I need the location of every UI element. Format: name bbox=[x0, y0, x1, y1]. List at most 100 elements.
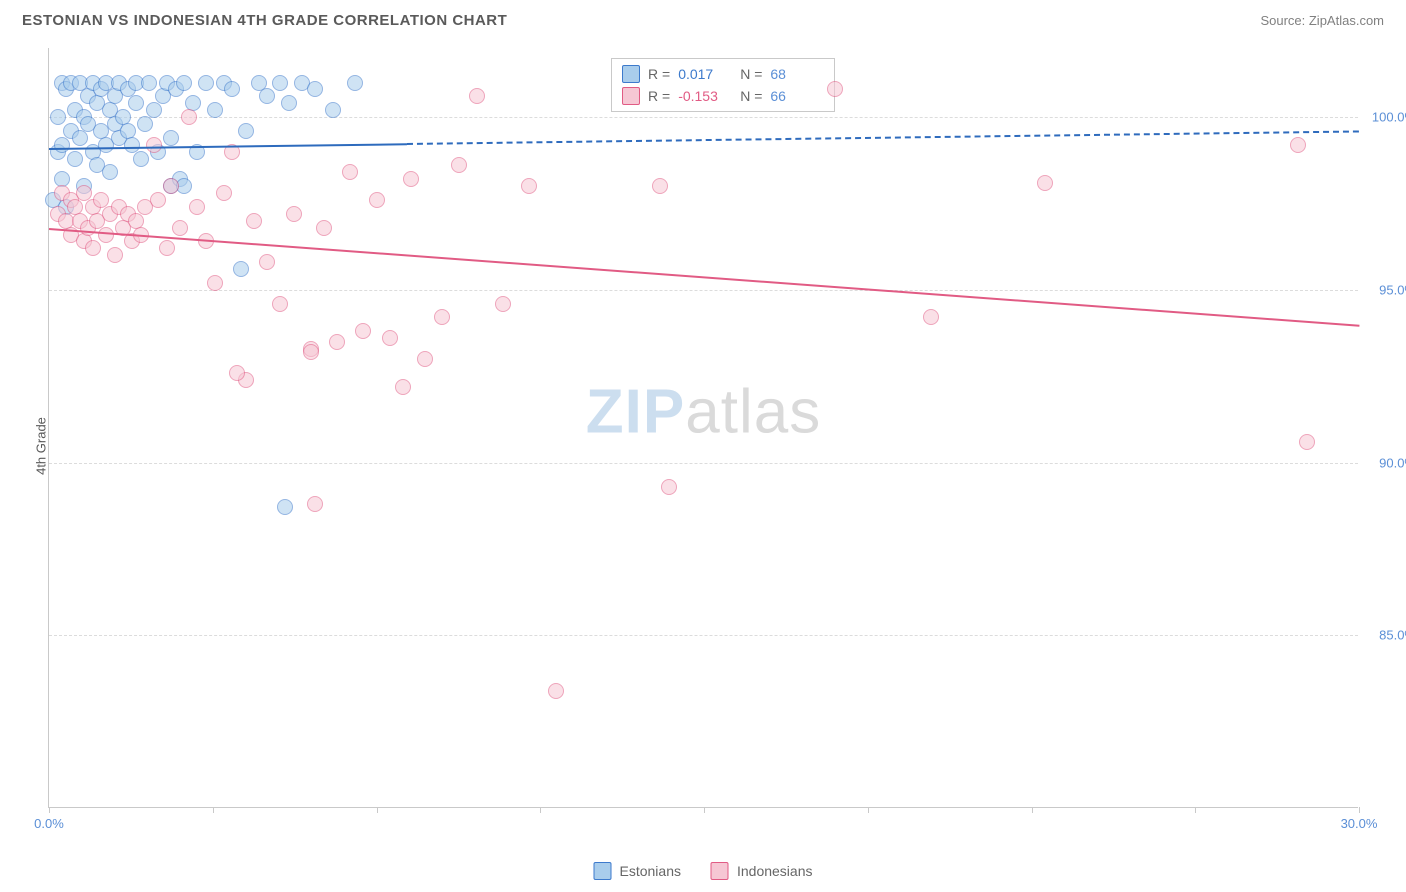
x-tick-mark bbox=[1195, 807, 1196, 813]
legend-item: Indonesians bbox=[711, 862, 813, 880]
x-tick-mark bbox=[1359, 807, 1360, 813]
legend-swatch bbox=[711, 862, 729, 880]
trend-line bbox=[49, 228, 1359, 327]
legend-swatch bbox=[594, 862, 612, 880]
data-point bbox=[207, 102, 223, 118]
data-point bbox=[159, 240, 175, 256]
x-tick-label: 30.0% bbox=[1341, 816, 1378, 831]
stats-row: R =-0.153N =66 bbox=[612, 85, 834, 107]
data-point bbox=[469, 88, 485, 104]
r-label: R = bbox=[648, 88, 670, 104]
r-value: 0.017 bbox=[678, 66, 732, 82]
data-point bbox=[355, 323, 371, 339]
data-point bbox=[307, 496, 323, 512]
data-point bbox=[198, 75, 214, 91]
data-point bbox=[286, 206, 302, 222]
data-point bbox=[382, 330, 398, 346]
legend-swatch bbox=[622, 87, 640, 105]
data-point bbox=[495, 296, 511, 312]
data-point bbox=[325, 102, 341, 118]
data-point bbox=[661, 479, 677, 495]
stats-row: R = 0.017 N = 68 bbox=[612, 63, 834, 85]
y-tick-label: 90.0% bbox=[1366, 455, 1406, 470]
data-point bbox=[316, 220, 332, 236]
r-value: -0.153 bbox=[678, 88, 732, 104]
data-point bbox=[137, 116, 153, 132]
r-label: R = bbox=[648, 66, 670, 82]
x-tick-mark bbox=[49, 807, 50, 813]
y-axis-label: 4th Grade bbox=[33, 417, 48, 475]
series-legend: Estonians Indonesians bbox=[594, 862, 813, 880]
chart-header: ESTONIAN VS INDONESIAN 4TH GRADE CORRELA… bbox=[22, 12, 1384, 29]
data-point bbox=[141, 75, 157, 91]
data-point bbox=[1290, 137, 1306, 153]
data-point bbox=[128, 95, 144, 111]
data-point bbox=[181, 109, 197, 125]
gridline bbox=[49, 463, 1358, 464]
y-tick-label: 95.0% bbox=[1366, 282, 1406, 297]
data-point bbox=[307, 81, 323, 97]
data-point bbox=[259, 88, 275, 104]
data-point bbox=[50, 109, 66, 125]
data-point bbox=[369, 192, 385, 208]
gridline bbox=[49, 635, 1358, 636]
correlation-stats-box: R =0.017N =68R =-0.153N =66 bbox=[611, 58, 835, 112]
x-tick-mark bbox=[540, 807, 541, 813]
data-point bbox=[107, 247, 123, 263]
data-point bbox=[827, 81, 843, 97]
plot-container: ZIPatlas R =0.017N =68R =-0.153N =66 85.… bbox=[48, 48, 1358, 808]
data-point bbox=[246, 213, 262, 229]
data-point bbox=[216, 185, 232, 201]
legend-label: Estonians bbox=[620, 863, 681, 879]
data-point bbox=[259, 254, 275, 270]
data-point bbox=[272, 75, 288, 91]
data-point bbox=[652, 178, 668, 194]
data-point bbox=[172, 220, 188, 236]
data-point bbox=[54, 137, 70, 153]
data-point bbox=[229, 365, 245, 381]
x-tick-mark bbox=[377, 807, 378, 813]
data-point bbox=[434, 309, 450, 325]
data-point bbox=[272, 296, 288, 312]
data-point bbox=[1299, 434, 1315, 450]
n-label: N = bbox=[740, 66, 762, 82]
legend-label: Indonesians bbox=[737, 863, 813, 879]
data-point bbox=[281, 95, 297, 111]
chart-source: Source: ZipAtlas.com bbox=[1260, 13, 1384, 28]
n-value: 68 bbox=[770, 66, 824, 82]
watermark: ZIPatlas bbox=[586, 377, 821, 448]
data-point bbox=[521, 178, 537, 194]
gridline bbox=[49, 117, 1358, 118]
trend-line bbox=[407, 131, 1359, 146]
data-point bbox=[176, 75, 192, 91]
data-point bbox=[238, 123, 254, 139]
data-point bbox=[342, 164, 358, 180]
data-point bbox=[146, 102, 162, 118]
x-tick-mark bbox=[213, 807, 214, 813]
data-point bbox=[347, 75, 363, 91]
x-tick-label: 0.0% bbox=[34, 816, 64, 831]
data-point bbox=[403, 171, 419, 187]
data-point bbox=[102, 164, 118, 180]
data-point bbox=[329, 334, 345, 350]
data-point bbox=[67, 151, 83, 167]
data-point bbox=[224, 81, 240, 97]
data-point bbox=[451, 157, 467, 173]
data-point bbox=[417, 351, 433, 367]
data-point bbox=[277, 499, 293, 515]
data-point bbox=[150, 192, 166, 208]
gridline bbox=[49, 290, 1358, 291]
n-value: 66 bbox=[770, 88, 824, 104]
x-tick-mark bbox=[1032, 807, 1033, 813]
data-point bbox=[189, 199, 205, 215]
y-tick-label: 100.0% bbox=[1366, 110, 1406, 125]
legend-swatch bbox=[622, 65, 640, 83]
data-point bbox=[72, 130, 88, 146]
data-point bbox=[207, 275, 223, 291]
data-point bbox=[163, 130, 179, 146]
legend-item: Estonians bbox=[594, 862, 681, 880]
data-point bbox=[303, 344, 319, 360]
y-tick-label: 85.0% bbox=[1366, 628, 1406, 643]
x-tick-mark bbox=[868, 807, 869, 813]
data-point bbox=[133, 151, 149, 167]
